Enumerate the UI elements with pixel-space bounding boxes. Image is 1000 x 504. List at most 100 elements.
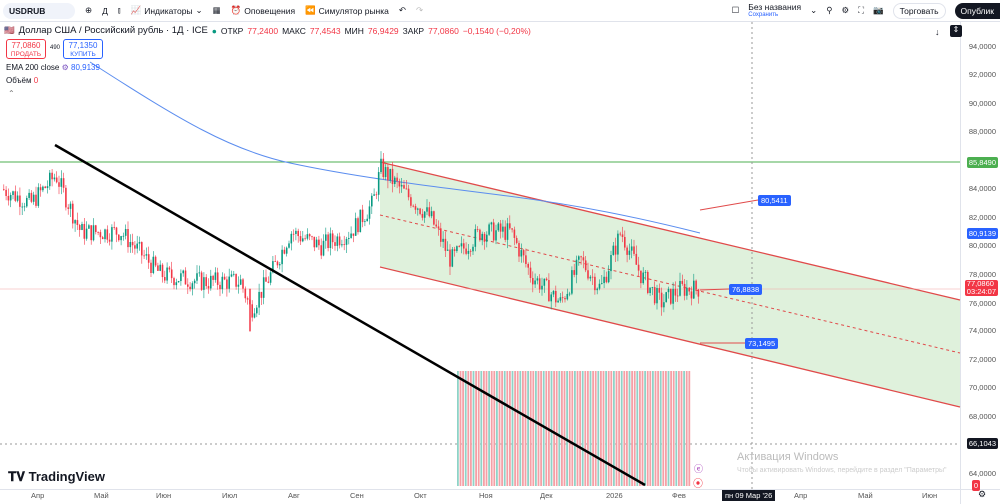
candle-up [612, 245, 615, 256]
candles-icon[interactable]: ⫾ [117, 5, 121, 15]
channel-mid-label: 76,8838 [729, 284, 763, 295]
chevron-down-icon[interactable]: ⌄ [810, 5, 818, 15]
volume-legend[interactable]: Объём 0 [6, 76, 38, 85]
volume-bar [488, 371, 490, 486]
settings-icon[interactable]: ⚙ [841, 5, 850, 15]
candle-down [518, 243, 520, 257]
last-price: 77,0860 [966, 279, 994, 288]
undo-icon[interactable]: ↶ [398, 5, 407, 15]
settings-icon[interactable]: ⚙ [978, 489, 987, 499]
save-link[interactable]: Сохранить [748, 11, 779, 18]
interval-button[interactable]: Д [102, 5, 108, 16]
candle-up [124, 229, 127, 236]
candle-up [354, 218, 357, 236]
volume-bar [566, 371, 568, 486]
publish-button[interactable]: Опублик [954, 2, 1000, 19]
candle-up [596, 288, 598, 291]
volume-bar [670, 371, 672, 486]
candle-down [695, 280, 697, 290]
candle-down [605, 276, 608, 283]
candle-down [511, 228, 513, 230]
candle-down [453, 249, 456, 252]
candle-up [12, 191, 14, 195]
replay-button[interactable]: ⏪ Симулятор рынка [305, 3, 389, 19]
candle-down [504, 226, 506, 240]
candle-up [394, 177, 396, 185]
candle-up [120, 236, 122, 241]
candle-down [327, 234, 329, 249]
candle-down [647, 271, 649, 294]
volume-bar [519, 371, 522, 486]
candle-down [164, 277, 166, 281]
candle-down [637, 264, 640, 271]
volume-bar [678, 371, 680, 486]
candle-down [7, 195, 10, 201]
candle-down [97, 231, 99, 233]
layout-checkbox[interactable]: ☐ [731, 5, 740, 15]
candle-up [322, 240, 325, 256]
candle-up [603, 276, 605, 284]
price-chart[interactable] [0, 22, 1000, 504]
candle-down [435, 224, 437, 227]
candle-down [141, 242, 143, 256]
candle-down [200, 272, 203, 290]
candle-up [295, 230, 297, 234]
candle-up [502, 226, 504, 232]
candle-down [499, 223, 502, 232]
volume-bar [506, 371, 509, 486]
candle-down [633, 246, 635, 254]
sell-button[interactable]: 77,0860 ПРОДАТЬ [6, 39, 46, 59]
volume-bar [672, 371, 675, 486]
candle-up [366, 218, 368, 222]
events-icon[interactable]: ⦿ [693, 479, 703, 490]
volume-bar [571, 371, 574, 486]
trade-button[interactable]: Торговать [892, 2, 946, 19]
candle-up [221, 276, 224, 290]
candle-down [72, 203, 74, 224]
fullscreen-icon[interactable]: ⛶ [858, 5, 865, 15]
add-symbol-icon[interactable]: ⊕ [85, 5, 93, 15]
ema-legend[interactable]: EMA 200 close ⚙ 80,9139 [6, 63, 100, 72]
volume-bar [631, 371, 633, 486]
indicators-button[interactable]: 📈 Индикаторы ⌄ [131, 3, 203, 19]
scroll-down-icon[interactable]: ↓ [935, 27, 940, 37]
volume-bar [537, 371, 540, 486]
candle-down [51, 172, 53, 180]
time-tick: Фев [672, 491, 686, 500]
candle-down [320, 245, 322, 256]
candle-up [380, 158, 382, 173]
buy-button[interactable]: 77,1350 КУПИТЬ [63, 39, 103, 59]
auto-scale-icon[interactable]: ⇕ [950, 25, 962, 37]
market-status-icon: ● [211, 25, 217, 36]
quick-search-icon[interactable]: ⚲ [826, 5, 833, 15]
candle-down [78, 224, 81, 230]
replay-label: Симулятор рынка [318, 5, 389, 16]
candle-up [488, 224, 490, 235]
ema-value: 80,9139 [71, 63, 100, 72]
candle-down [173, 278, 175, 286]
volume-bar [592, 371, 594, 486]
candle-down [212, 275, 214, 280]
settings-icon[interactable]: ⚙ [61, 63, 69, 72]
camera-icon[interactable]: 📷 [873, 5, 884, 15]
candle-up [359, 209, 362, 233]
candle-down [260, 291, 263, 298]
dividend-icon[interactable]: ⓔ [694, 464, 704, 474]
volume-bar [636, 371, 639, 486]
candle-down [465, 248, 467, 254]
layouts-icon[interactable]: ▦ [212, 5, 221, 15]
candle-down [161, 264, 164, 278]
last-price-tag: 77,0860 03:24:07 [964, 279, 998, 296]
candle-up [203, 277, 205, 290]
candle-up [663, 302, 665, 308]
redo-icon[interactable]: ↷ [416, 5, 424, 15]
alerts-button[interactable]: ⏰ Оповещения [231, 3, 295, 19]
collapse-legend-icon[interactable]: ⌃ [8, 89, 15, 98]
volume-bar [498, 371, 501, 486]
candle-up [446, 249, 449, 251]
candle-down [444, 238, 447, 251]
candle-down [681, 280, 684, 284]
candle-down [244, 288, 247, 299]
symbol-search[interactable]: USDRUB [3, 2, 75, 19]
layout-name[interactable]: Без названия Сохранить [748, 2, 801, 19]
